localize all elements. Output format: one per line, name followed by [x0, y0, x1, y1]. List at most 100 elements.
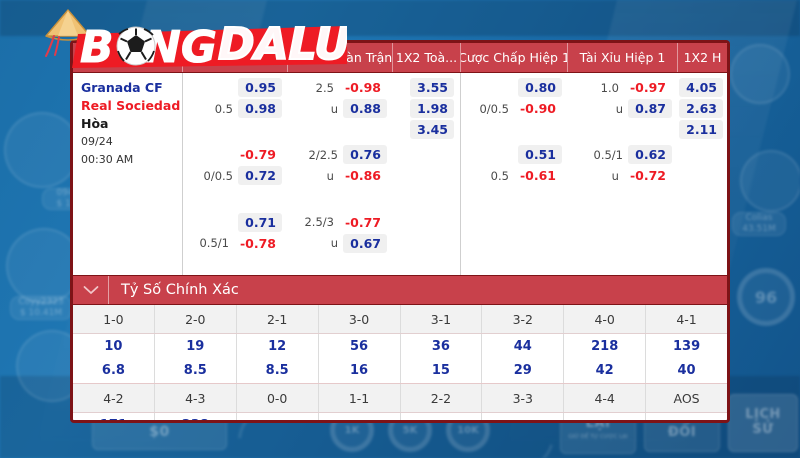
score-odds-bottom: 16	[350, 363, 369, 378]
correct-score-value-row: 10 6.8 19 8.5 12 8.5 56 16 36 15 44 29 218 42 1…	[73, 334, 727, 384]
handicap-cap: 0.5	[214, 101, 233, 116]
bg-change-label: ĐỔI	[667, 425, 697, 440]
score-label: 4-1	[676, 311, 697, 327]
odds-value: 0.71	[238, 212, 282, 232]
score-odds-cell[interactable]: 30	[646, 413, 727, 420]
bg-player-name: Colias	[745, 212, 773, 223]
score-odds-cell[interactable]: 16	[401, 413, 483, 420]
odds-row	[183, 187, 288, 205]
odds-row[interactable]: 1.98	[393, 99, 460, 118]
score-odds-bottom: 8.5	[183, 363, 207, 378]
odds-table-header: Cược Chấp Toàn Trận Tài Xỉu Toàn Trận 1X…	[73, 43, 727, 73]
bg-chip-1k-label: 1K	[344, 424, 360, 436]
odds-row[interactable]: 2.11	[678, 120, 727, 139]
score-odds-top: 139	[672, 339, 701, 354]
odds-row[interactable]: u 0.67	[288, 233, 393, 253]
odds-group: -0.79 0/0.5 0.72	[183, 140, 288, 207]
score-odds-cell[interactable]: 238215	[155, 413, 237, 420]
draw-label: Hòa	[81, 116, 109, 131]
score-odds-cell[interactable]: 36 15	[401, 334, 483, 383]
odds-row[interactable]: 0.80	[461, 78, 568, 97]
odds-value: -0.78	[239, 235, 276, 251]
score-odds-cell[interactable]: 139 40	[646, 334, 727, 383]
odds-row[interactable]: 1.0 -0.97	[568, 78, 678, 97]
odds-row[interactable]: u -0.72	[568, 166, 678, 185]
odds-row[interactable]: 4.05	[678, 78, 727, 97]
odds-row[interactable]: 0.5 -0.61	[461, 166, 568, 185]
odds-row[interactable]: 2.5/3 -0.77	[288, 213, 393, 232]
odds-row[interactable]: 0/0.5 0.72	[183, 166, 288, 186]
odds-row[interactable]: 0.51	[461, 145, 568, 165]
score-odds-bottom: 15	[431, 363, 450, 378]
odds-group	[568, 208, 678, 275]
ou-line: 2.5	[315, 80, 334, 95]
chevron-down-icon[interactable]	[73, 276, 109, 304]
odds-header-ou-ft: Tài Xỉu Toàn Trận	[288, 43, 393, 72]
odds-value: -0.79	[239, 147, 276, 163]
odds-row[interactable]: u -0.86	[288, 166, 393, 185]
ou-line: u	[615, 101, 623, 116]
odds-row	[568, 187, 678, 205]
odds-value	[238, 262, 282, 266]
odds-value: 3.45	[410, 120, 454, 139]
odds-row	[568, 120, 678, 138]
correct-score-grid: 1-0 2-0 2-1 3-0 3-1 3-2 4-0 4-1 10 6.8 19…	[73, 305, 727, 420]
odds-row[interactable]: 2/2.5 0.76	[288, 145, 393, 165]
score-label: 0-0	[237, 384, 319, 412]
score-label: 2-0	[155, 305, 237, 333]
score-label: 1-1	[319, 384, 401, 412]
score-odds-cell[interactable]: 300	[564, 413, 647, 420]
odds-row[interactable]: 2.63	[678, 99, 727, 118]
odds-row[interactable]: 2.5 -0.98	[288, 78, 393, 97]
odds-row[interactable]: 3.55	[393, 78, 460, 97]
odds-row[interactable]: u 0.88	[288, 99, 393, 118]
odds-row	[183, 255, 288, 273]
odds-group: 0.95 0.5 0.98	[183, 73, 288, 140]
odds-row[interactable]: u 0.87	[568, 99, 678, 118]
score-label: 1-0	[73, 305, 155, 333]
bg-chip-5k-label: 5K	[402, 424, 418, 436]
odds-row[interactable]: 0.95	[183, 78, 288, 97]
odds-header-handicap-h1: Cược Chấp Hiệp 1	[461, 43, 568, 72]
odds-row[interactable]: 0.5/1 0.62	[568, 145, 678, 165]
home-team-name[interactable]: Granada CF	[81, 80, 163, 95]
score-odds-bottom: 6.8	[101, 363, 125, 378]
odds-row[interactable]: 0.5 0.98	[183, 99, 288, 118]
score-odds-cell[interactable]: 12 8.5	[237, 334, 319, 383]
score-odds-cell[interactable]: 19 8.5	[155, 334, 237, 383]
handicap-ft-column: 0.95 0.5 0.98 -0.79 0/0.5 0.72 0.71 0.5/1-…	[183, 73, 288, 275]
score-odds-cell[interactable]: 10 6.8	[73, 334, 155, 383]
score-odds-cell[interactable]: 56 16	[319, 334, 401, 383]
odds-row[interactable]: 0.5/1 -0.78	[183, 234, 288, 253]
odds-group: 0.71 0.5/1 -0.78	[183, 208, 288, 275]
odds-group: 3.55 1.98 3.45	[393, 73, 460, 140]
odds-value: 0.51	[518, 145, 562, 165]
away-team-name[interactable]: Real Sociedad	[81, 98, 181, 113]
odds-header-1x2-ft: 1X2 Toà...	[393, 43, 461, 72]
odds-value	[238, 127, 282, 131]
odds-header-teams	[73, 43, 183, 72]
score-odds-cell[interactable]: 81	[482, 413, 565, 420]
bg-history-top-label: LỊCH	[745, 407, 781, 423]
score-odds-cell[interactable]: 44 29	[482, 334, 565, 383]
handicap-h1-column: 0.80 0/0.5 -0.90 0.51 0.5 -0.61	[461, 73, 568, 275]
ou-line: u	[330, 101, 338, 116]
score-odds-cell[interactable]: 6.5	[319, 413, 401, 420]
odds-row[interactable]: 0/0.5 -0.90	[461, 99, 568, 118]
odds-row[interactable]: 3.45	[393, 120, 460, 139]
handicap-cap: 0.5	[490, 168, 509, 183]
score-odds-cell[interactable]: 17174	[73, 413, 155, 420]
odds-value: -0.86	[344, 168, 381, 184]
score-odds-cell[interactable]: 10	[237, 413, 319, 420]
correct-score-header[interactable]: Tỷ Số Chính Xác	[73, 275, 727, 305]
odds-table-body: Granada CF Real Sociedad Hòa 09/24 00:30…	[73, 73, 727, 275]
odds-row[interactable]: -0.79	[183, 145, 288, 164]
odds-panel: Cược Chấp Toàn Trận Tài Xỉu Toàn Trận 1X…	[70, 40, 730, 423]
odds-group	[461, 208, 568, 275]
score-odds-cell[interactable]: 218 42	[564, 334, 647, 383]
odds-header-handicap-ft: Cược Chấp Toàn Trận	[183, 43, 288, 72]
odds-row[interactable]: 0.71	[183, 212, 288, 232]
odds-group: 1.0 -0.97 u 0.87	[568, 73, 678, 140]
bg-chip-10k-label: 10K	[457, 424, 479, 436]
bg-chat-bubble-avatar	[730, 44, 790, 104]
